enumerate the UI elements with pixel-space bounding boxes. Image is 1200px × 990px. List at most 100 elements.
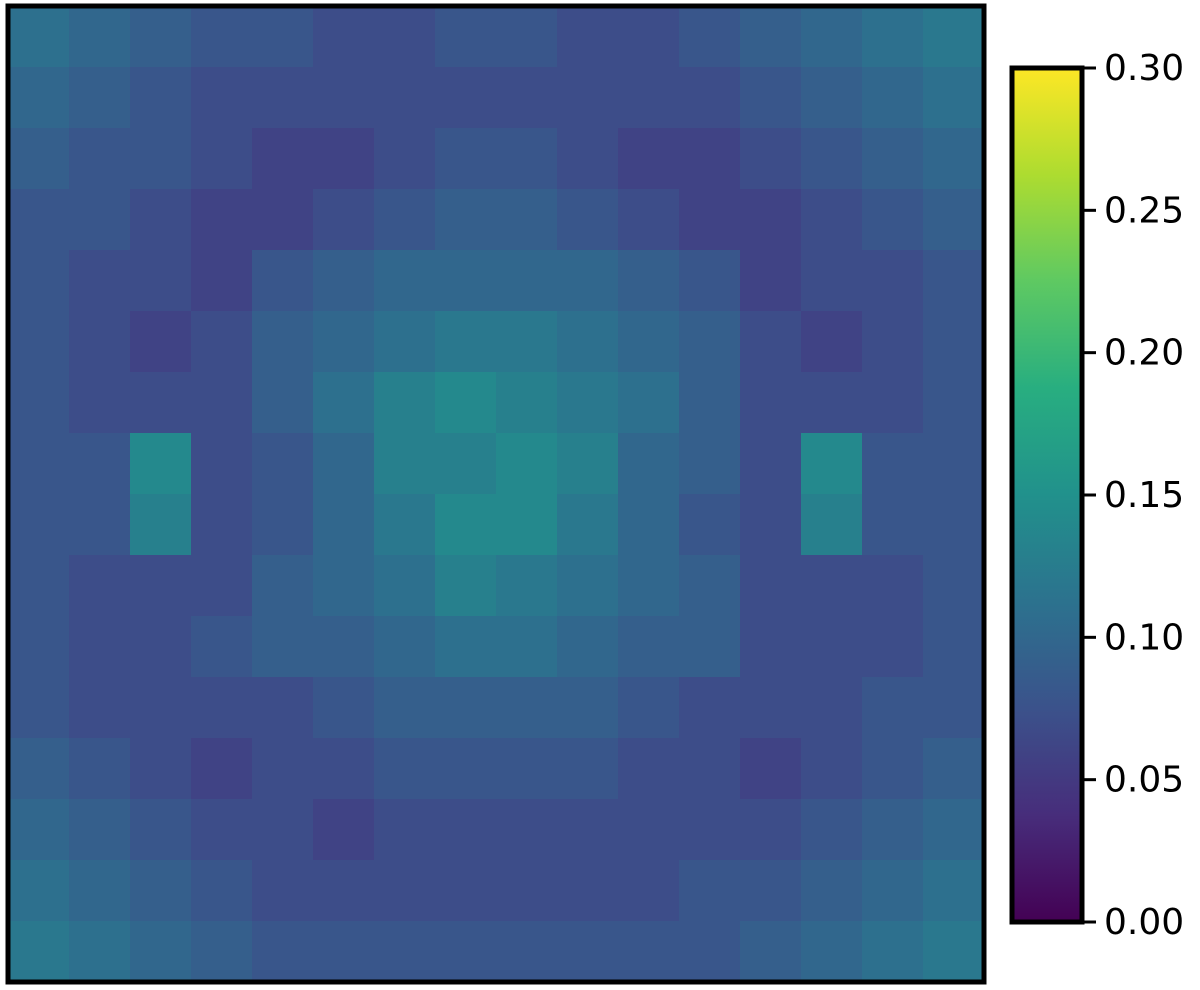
heatmap-cell xyxy=(496,921,558,983)
heatmap-cell xyxy=(679,799,741,861)
heatmap-cell xyxy=(679,738,741,800)
heatmap-cell xyxy=(862,555,924,617)
heatmap-cell xyxy=(252,860,314,922)
heatmap-cell xyxy=(8,6,70,68)
heatmap-cell xyxy=(435,311,497,373)
heatmap-cell xyxy=(313,921,375,983)
heatmap-cell xyxy=(862,311,924,373)
heatmap-cell xyxy=(8,555,70,617)
heatmap-cell xyxy=(862,128,924,190)
heatmap-cell xyxy=(618,311,680,373)
heatmap-cell xyxy=(313,494,375,556)
heatmap-cell xyxy=(679,555,741,617)
heatmap-cell xyxy=(679,189,741,251)
heatmap-cell xyxy=(679,128,741,190)
heatmap-cell xyxy=(252,67,314,129)
heatmap-cell xyxy=(801,860,863,922)
heatmap-cell xyxy=(679,860,741,922)
colorbar-tick-label: 0.25 xyxy=(1104,190,1184,231)
heatmap-cell xyxy=(313,616,375,678)
heatmap-cell xyxy=(618,128,680,190)
heatmap-cell xyxy=(923,6,985,68)
heatmap-cell xyxy=(313,677,375,739)
heatmap-cell xyxy=(435,738,497,800)
heatmap-cell xyxy=(435,250,497,312)
heatmap-cell xyxy=(191,860,253,922)
heatmap-cell xyxy=(740,311,802,373)
heatmap-cell xyxy=(618,616,680,678)
heatmap-cell xyxy=(69,799,131,861)
heatmap-cell xyxy=(801,433,863,495)
heatmap-cell xyxy=(8,250,70,312)
heatmap-cell xyxy=(801,250,863,312)
heatmap-cell xyxy=(8,128,70,190)
colorbar xyxy=(1009,65,1085,925)
heatmap-cell xyxy=(679,616,741,678)
heatmap-cell xyxy=(923,799,985,861)
heatmap-cell xyxy=(679,677,741,739)
heatmap-cell xyxy=(740,433,802,495)
heatmap-cell xyxy=(435,128,497,190)
heatmap-cell xyxy=(8,494,70,556)
heatmap-cell xyxy=(740,250,802,312)
heatmap-cell xyxy=(435,433,497,495)
heatmap-cell xyxy=(130,67,192,129)
heatmap-cell xyxy=(69,372,131,434)
heatmap-cell xyxy=(191,6,253,68)
heatmap-cell xyxy=(8,616,70,678)
heatmap-cell xyxy=(8,311,70,373)
heatmap-cell xyxy=(191,555,253,617)
heatmap-cell xyxy=(130,860,192,922)
heatmap-cell xyxy=(618,250,680,312)
heatmap-cell xyxy=(374,494,436,556)
heatmap-cell xyxy=(496,860,558,922)
heatmap-cell xyxy=(557,311,619,373)
heatmap-cell xyxy=(679,6,741,68)
heatmap-cell xyxy=(191,250,253,312)
heatmap-cell xyxy=(801,799,863,861)
heatmap-cell xyxy=(557,250,619,312)
heatmap-cell xyxy=(740,189,802,251)
heatmap-cell xyxy=(679,311,741,373)
heatmap-cell xyxy=(374,311,436,373)
heatmap-cell xyxy=(130,555,192,617)
heatmap-cell xyxy=(801,494,863,556)
heatmap-cell xyxy=(191,616,253,678)
heatmap-cell xyxy=(679,67,741,129)
heatmap-cell xyxy=(923,189,985,251)
heatmap-cell xyxy=(252,433,314,495)
heatmap-cell xyxy=(557,189,619,251)
heatmap-cell xyxy=(496,677,558,739)
heatmap-cell xyxy=(8,67,70,129)
heatmap-cell xyxy=(740,860,802,922)
heatmap-cell xyxy=(496,128,558,190)
heatmap-cell xyxy=(862,921,924,983)
heatmap-cell xyxy=(801,555,863,617)
heatmap-cell xyxy=(496,738,558,800)
heatmap-cell xyxy=(923,128,985,190)
heatmap-cell xyxy=(740,738,802,800)
heatmap-cell xyxy=(557,921,619,983)
heatmap-cell xyxy=(313,555,375,617)
heatmap-cell xyxy=(313,433,375,495)
heatmap-cell xyxy=(618,372,680,434)
heatmap-cell xyxy=(252,799,314,861)
heatmap-cell xyxy=(8,372,70,434)
heatmap-cell xyxy=(252,616,314,678)
heatmap-cell xyxy=(862,250,924,312)
heatmap-cell xyxy=(8,860,70,922)
heatmap-cell xyxy=(69,738,131,800)
heatmap-cell xyxy=(252,189,314,251)
heatmap-cell xyxy=(557,677,619,739)
colorbar-tick-label: 0.00 xyxy=(1104,902,1184,943)
heatmap-cell xyxy=(130,189,192,251)
heatmap-cell xyxy=(862,6,924,68)
heatmap-cell xyxy=(557,6,619,68)
heatmap-cell xyxy=(923,433,985,495)
heatmap-cell xyxy=(923,67,985,129)
heatmap-cell xyxy=(69,860,131,922)
heatmap-cell xyxy=(191,677,253,739)
heatmap-cell xyxy=(557,738,619,800)
heatmap-cell xyxy=(313,860,375,922)
